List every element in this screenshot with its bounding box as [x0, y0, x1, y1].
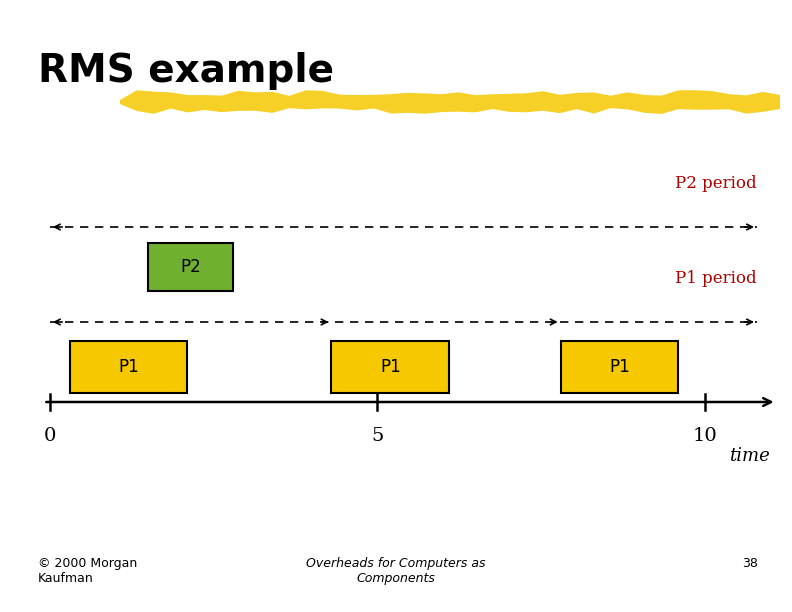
Text: P1: P1 [118, 358, 139, 376]
Text: P1: P1 [609, 358, 630, 376]
Bar [70, 341, 188, 393]
Text: P2: P2 [181, 258, 201, 276]
Text: 0: 0 [44, 427, 56, 445]
Text: P1: P1 [380, 358, 401, 376]
Text: 5: 5 [371, 427, 383, 445]
Text: P2 period: P2 period [676, 175, 757, 192]
Text: 10: 10 [692, 427, 717, 445]
Text: RMS example: RMS example [38, 52, 334, 90]
Bar [332, 341, 449, 393]
Bar [561, 341, 679, 393]
Text: 38: 38 [742, 557, 758, 570]
Text: Overheads for Computers as
Components: Overheads for Computers as Components [307, 557, 485, 585]
Text: © 2000 Morgan
Kaufman: © 2000 Morgan Kaufman [38, 557, 137, 585]
Text: P1 period: P1 period [676, 270, 757, 287]
Bar [148, 243, 234, 291]
Text: time: time [729, 447, 770, 465]
Polygon shape [120, 90, 780, 114]
